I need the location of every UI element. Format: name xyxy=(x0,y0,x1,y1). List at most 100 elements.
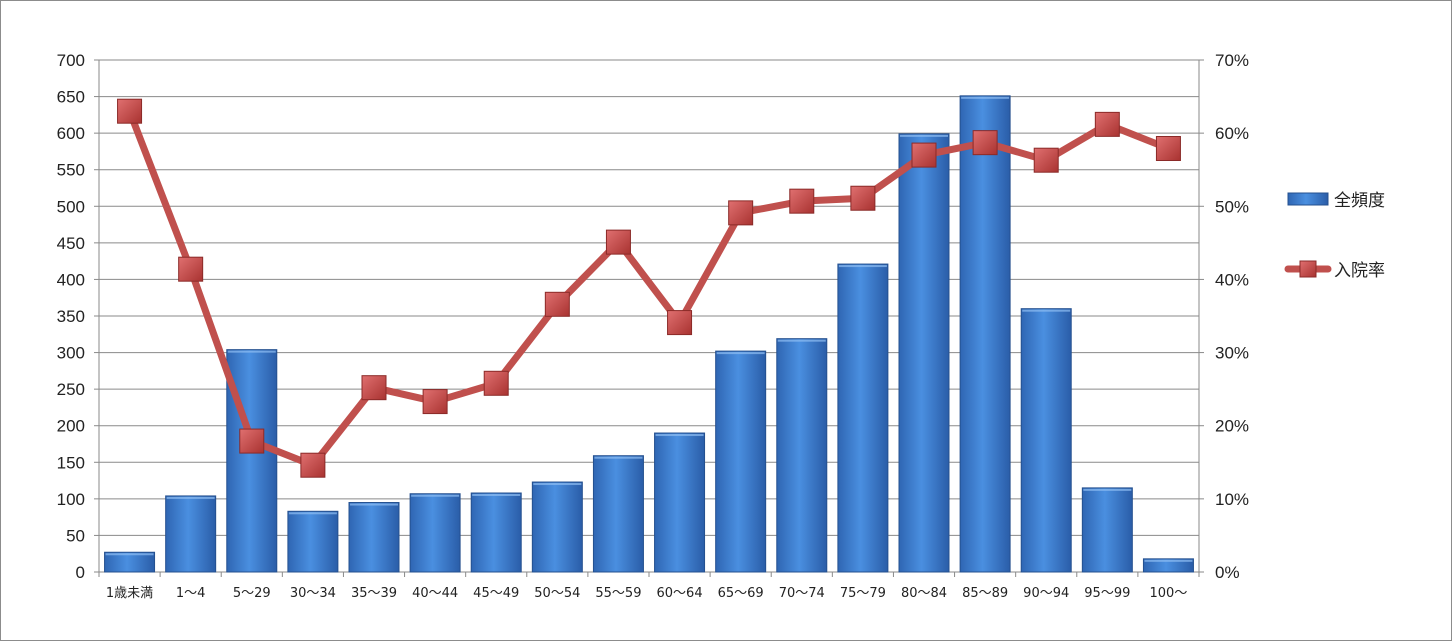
x-tick-label: 85～89 xyxy=(962,586,1008,601)
gridlines xyxy=(99,59,1199,536)
x-tick-label: 95～99 xyxy=(1084,586,1130,601)
y-left-tick-label: 100 xyxy=(57,490,85,509)
bar-highlight xyxy=(1083,488,1132,491)
y-left-tick-label: 150 xyxy=(57,453,85,472)
bar xyxy=(470,492,522,573)
legend-label: 入院率 xyxy=(1334,261,1385,281)
bar xyxy=(837,263,889,573)
y-left-tick-label: 200 xyxy=(57,417,85,436)
y-left-tick-label: 500 xyxy=(57,197,85,216)
axes xyxy=(94,59,1204,577)
x-tick-label: 35～39 xyxy=(351,586,397,601)
x-tick-label: 50～54 xyxy=(534,586,580,601)
bar xyxy=(898,133,950,573)
y-left-tick-label: 300 xyxy=(57,344,85,363)
bar xyxy=(531,481,583,573)
x-tick-label: 40～44 xyxy=(412,586,458,601)
y-left-tick-label: 400 xyxy=(57,270,85,289)
bar-highlight xyxy=(411,494,460,497)
y-right-tick-label: 60% xyxy=(1215,124,1249,143)
y-left-tick-label: 700 xyxy=(57,51,85,70)
x-tick-label: 100～ xyxy=(1150,586,1188,601)
y-left-tick-label: 0 xyxy=(76,563,85,582)
line-series xyxy=(117,98,1181,478)
line-point xyxy=(972,130,998,156)
bar-highlight xyxy=(716,352,765,355)
bar xyxy=(1142,558,1194,573)
bar-highlight xyxy=(655,434,704,437)
bar xyxy=(165,495,217,573)
line-point xyxy=(178,256,204,282)
y-left-tick-label: 450 xyxy=(57,234,85,253)
legend-bar-swatch xyxy=(1287,192,1329,206)
bar-highlight xyxy=(900,134,948,137)
y-right-tick-label: 50% xyxy=(1215,197,1249,216)
line-point xyxy=(1033,147,1059,173)
y-right-tick-label: 70% xyxy=(1215,51,1249,70)
bar xyxy=(592,455,644,573)
x-tick-label: 60～64 xyxy=(657,586,703,601)
bar-series xyxy=(104,95,1194,573)
bar-highlight xyxy=(777,339,826,342)
bar-highlight xyxy=(1144,559,1193,562)
bar-highlight xyxy=(288,512,337,515)
line-point xyxy=(300,452,326,478)
x-tick-label: 30～34 xyxy=(290,586,336,601)
bar-highlight xyxy=(227,350,276,353)
x-tick-label: 1歳未満 xyxy=(106,586,153,601)
y-left-tick-label: 50 xyxy=(66,526,85,545)
line-path xyxy=(126,107,1172,469)
x-tick-label: 5～29 xyxy=(233,586,271,601)
line-point xyxy=(1155,136,1181,162)
bar xyxy=(776,338,828,573)
line-point xyxy=(789,188,815,214)
y-right-tick-label: 40% xyxy=(1215,270,1249,289)
tick-labels: 0 50 100 150 200 250 300 350 400 450 500 550 600 650 7… xyxy=(57,51,1249,601)
y-left-tick-label: 600 xyxy=(57,124,85,143)
line-point xyxy=(1094,111,1120,137)
line-point xyxy=(361,375,387,401)
x-tick-label: 80～84 xyxy=(901,586,947,601)
line-point xyxy=(728,200,754,226)
line-point xyxy=(850,185,876,211)
bar-highlight xyxy=(533,483,582,486)
x-tick-label: 45～49 xyxy=(473,586,519,601)
y-right-tick-label: 30% xyxy=(1215,344,1249,363)
legend-label: 全頻度 xyxy=(1334,191,1385,211)
line-point xyxy=(667,310,693,336)
x-tick-label: 75～79 xyxy=(840,586,886,601)
line-point xyxy=(544,291,570,317)
y-right-tick-label: 0% xyxy=(1215,563,1240,582)
bar-highlight xyxy=(838,265,887,268)
y-right-tick-label: 10% xyxy=(1215,490,1249,509)
y-left-tick-label: 350 xyxy=(57,307,85,326)
x-tick-label: 70～74 xyxy=(779,586,825,601)
bar-highlight xyxy=(350,503,398,506)
bar-highlight xyxy=(472,494,521,497)
x-tick-label: 90～94 xyxy=(1023,586,1069,601)
bar-highlight xyxy=(1022,309,1071,312)
y-left-tick-label: 550 xyxy=(57,161,85,180)
legend-marker-swatch xyxy=(1299,260,1317,278)
line-point xyxy=(911,142,937,168)
bar xyxy=(1081,487,1133,573)
bar xyxy=(348,502,400,573)
x-tick-label: 1～4 xyxy=(176,586,206,601)
line-point xyxy=(483,370,509,396)
bar xyxy=(715,350,767,573)
x-tick-label: 55～59 xyxy=(595,586,641,601)
bar xyxy=(654,432,706,573)
line-point xyxy=(117,98,143,124)
bar xyxy=(959,95,1011,573)
bar-highlight xyxy=(105,553,154,556)
bar xyxy=(287,510,339,573)
line-point xyxy=(422,389,448,415)
bar xyxy=(409,493,461,573)
x-tick-label: 65～69 xyxy=(718,586,764,601)
bar xyxy=(104,551,156,573)
line-point xyxy=(605,229,631,255)
bar-highlight xyxy=(166,496,215,499)
bar-highlight xyxy=(594,456,643,459)
